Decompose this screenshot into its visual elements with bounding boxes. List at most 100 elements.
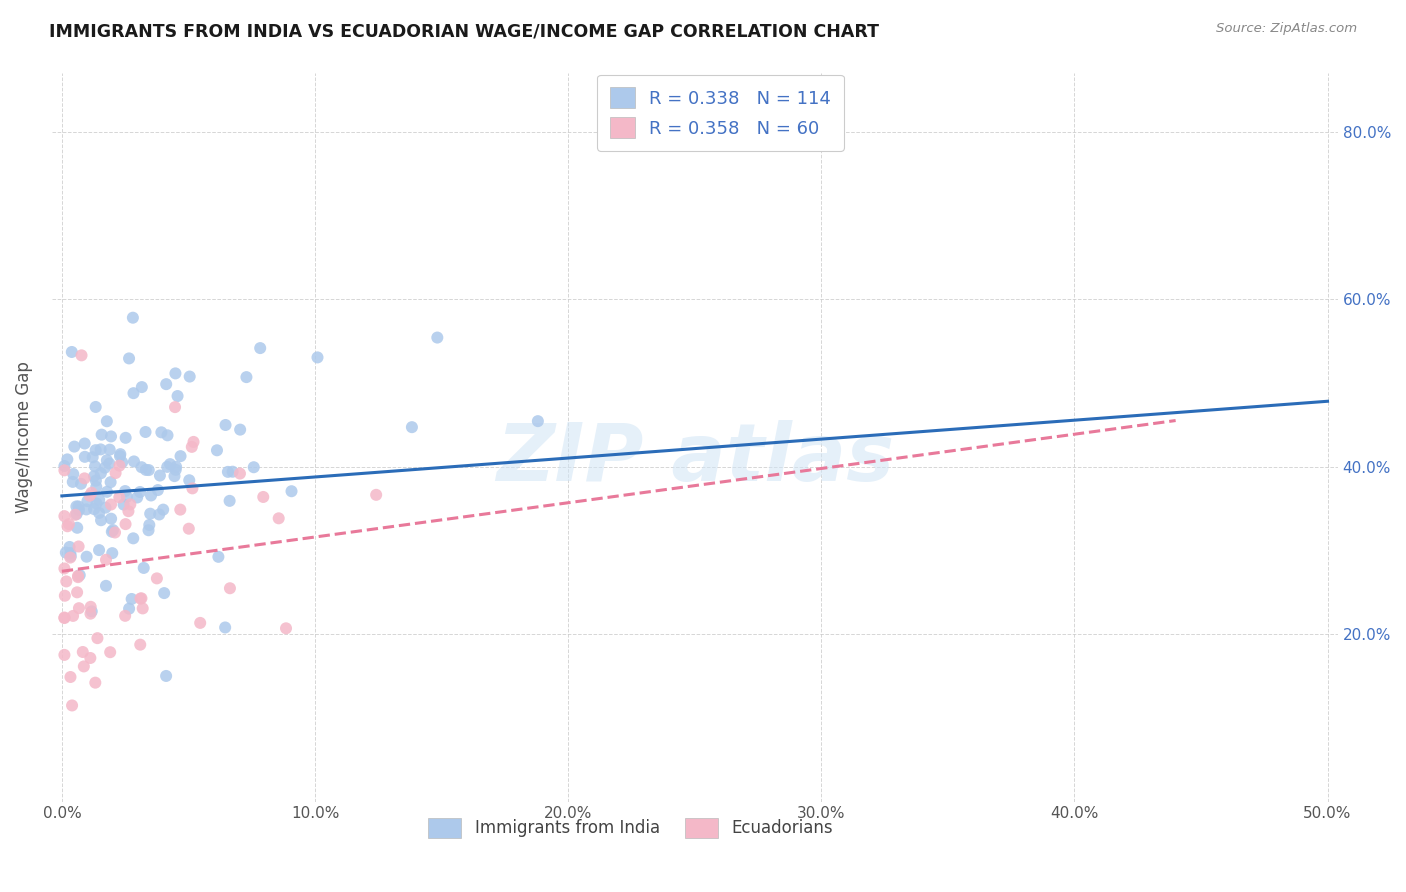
- Point: [214, 620, 236, 634]
- Point: [67, 540, 90, 554]
- Point: [96, 414, 118, 428]
- Point: [66, 585, 89, 599]
- Point: [67, 503, 90, 517]
- Point: [122, 386, 145, 401]
- Point: [75, 502, 97, 516]
- Point: [122, 532, 145, 546]
- Point: [163, 400, 186, 414]
- Point: [87, 543, 110, 558]
- Point: [280, 484, 302, 499]
- Point: [100, 512, 122, 526]
- Point: [135, 463, 157, 477]
- Point: [111, 455, 134, 469]
- Point: [98, 442, 121, 457]
- Point: [267, 511, 290, 525]
- Point: [65, 500, 87, 514]
- Point: [177, 522, 200, 536]
- Point: [155, 377, 177, 392]
- Point: [66, 521, 89, 535]
- Point: [65, 507, 87, 521]
- Point: [249, 341, 271, 355]
- Point: [58, 540, 80, 554]
- Point: [79, 651, 101, 665]
- Point: [101, 523, 124, 537]
- Point: [73, 450, 96, 464]
- Point: [166, 389, 188, 403]
- Point: [139, 488, 162, 502]
- Point: [181, 481, 204, 495]
- Point: [56, 452, 79, 467]
- Point: [55, 545, 77, 559]
- Point: [101, 546, 124, 560]
- Point: [121, 592, 143, 607]
- Y-axis label: Wage/Income Gap: Wage/Income Gap: [15, 361, 32, 513]
- Text: Source: ZipAtlas.com: Source: ZipAtlas.com: [1216, 22, 1357, 36]
- Point: [229, 467, 252, 481]
- Point: [73, 471, 96, 485]
- Point: [152, 502, 174, 516]
- Point: [114, 608, 136, 623]
- Point: [94, 460, 117, 475]
- Point: [527, 414, 550, 428]
- Point: [94, 553, 117, 567]
- Point: [115, 490, 138, 504]
- Point: [104, 466, 127, 480]
- Point: [100, 475, 122, 490]
- Point: [84, 480, 107, 494]
- Point: [118, 601, 141, 615]
- Point: [138, 523, 160, 537]
- Point: [69, 568, 91, 582]
- Point: [80, 485, 103, 500]
- Point: [127, 491, 149, 505]
- Point: [274, 621, 297, 635]
- Point: [205, 443, 228, 458]
- Point: [112, 498, 135, 512]
- Point: [110, 447, 132, 461]
- Point: [53, 589, 76, 603]
- Point: [120, 497, 142, 511]
- Point: [159, 457, 181, 471]
- Point: [207, 549, 229, 564]
- Point: [58, 517, 80, 532]
- Point: [117, 504, 139, 518]
- Point: [59, 550, 82, 565]
- Point: [53, 458, 76, 473]
- Point: [90, 427, 112, 442]
- Point: [179, 369, 201, 384]
- Point: [59, 670, 82, 684]
- Point: [108, 458, 131, 473]
- Point: [139, 507, 162, 521]
- Point: [94, 500, 117, 515]
- Point: [56, 519, 79, 533]
- Point: [188, 615, 211, 630]
- Point: [242, 460, 264, 475]
- Point: [229, 423, 252, 437]
- Point: [84, 459, 107, 474]
- Point: [153, 586, 176, 600]
- Point: [65, 508, 87, 522]
- Point: [63, 440, 86, 454]
- Point: [84, 675, 107, 690]
- Point: [76, 549, 98, 564]
- Point: [80, 604, 103, 618]
- Point: [146, 483, 169, 497]
- Point: [165, 463, 187, 477]
- Point: [114, 517, 136, 532]
- Point: [90, 467, 112, 481]
- Point: [156, 459, 179, 474]
- Point: [67, 569, 90, 583]
- Point: [62, 475, 84, 489]
- Point: [59, 549, 82, 564]
- Point: [94, 579, 117, 593]
- Point: [218, 494, 240, 508]
- Point: [82, 450, 104, 465]
- Point: [150, 425, 173, 440]
- Point: [89, 492, 111, 507]
- Point: [169, 502, 191, 516]
- Point: [183, 434, 205, 449]
- Point: [180, 440, 202, 454]
- Point: [155, 669, 177, 683]
- Point: [149, 468, 172, 483]
- Point: [98, 645, 121, 659]
- Point: [53, 611, 76, 625]
